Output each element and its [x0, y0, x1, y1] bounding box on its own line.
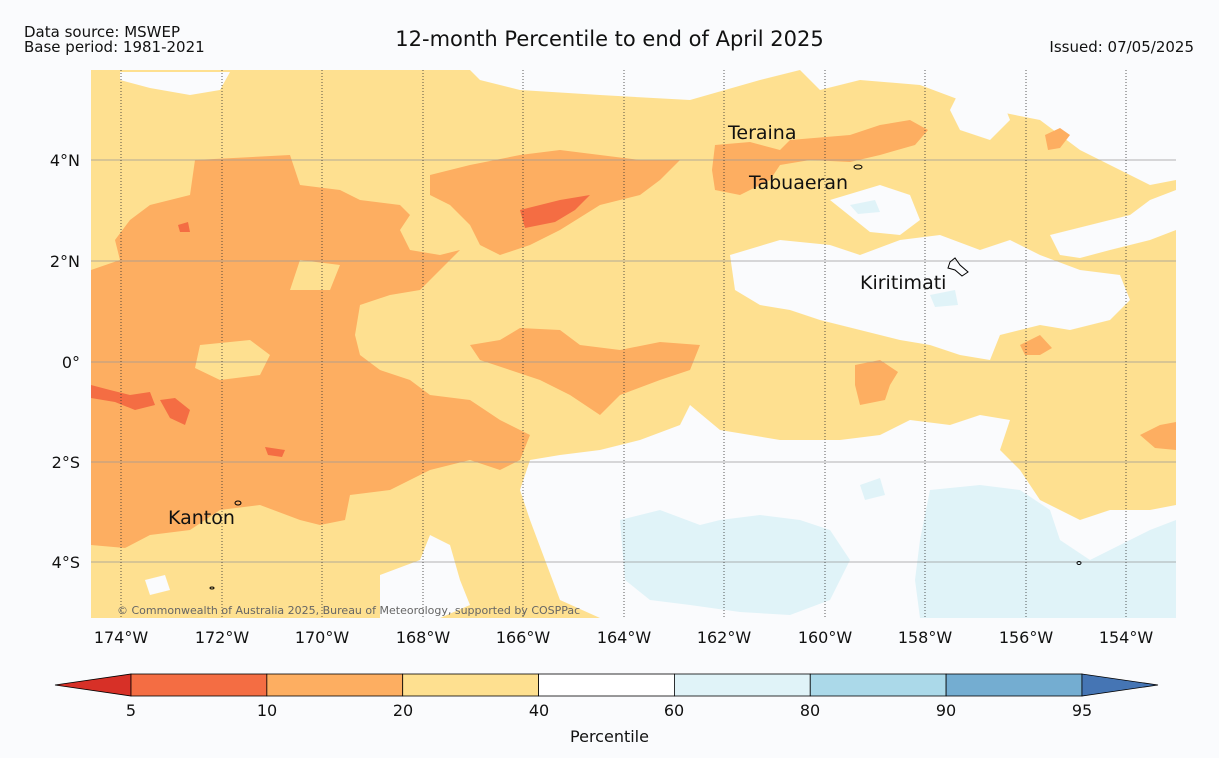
lon-label: 160°W: [797, 628, 853, 647]
island-outlines: [209, 164, 1082, 590]
place-label-kiritimati: Kiritimati: [860, 272, 947, 294]
small-island: [1076, 561, 1082, 565]
lon-label: 164°W: [596, 628, 652, 647]
colorbar-tick-label: 10: [256, 701, 278, 720]
colorbar-segment: [402, 673, 539, 697]
place-label-kanton: Kanton: [168, 507, 235, 529]
lat-label: 4°N: [49, 151, 80, 170]
lat-label: 2°S: [51, 453, 80, 472]
colorbar-title: Percentile: [570, 727, 649, 746]
kanton-island: [234, 500, 242, 506]
lon-label: 168°W: [395, 628, 451, 647]
colorbar-segment: [266, 673, 404, 697]
colorbar-segment: [130, 673, 268, 697]
colorbar-tick-label: 80: [799, 701, 821, 720]
lat-label: 2°N: [49, 252, 80, 271]
tabuaeran-island: [853, 164, 863, 170]
issued-date: Issued: 07/05/2025: [1049, 38, 1194, 56]
colorbar-tick-label: 40: [528, 701, 550, 720]
colorbar-tick-label: 5: [125, 701, 137, 720]
colorbar-segment: [945, 673, 1083, 697]
lon-label: 162°W: [696, 628, 752, 647]
colorbar-extend-low: [54, 673, 132, 697]
colorbar-segment: [809, 673, 947, 697]
lat-label: 0°: [61, 353, 80, 372]
lon-label: 170°W: [294, 628, 350, 647]
lat-gridlines: [91, 159, 1176, 563]
colorbar-segment: [674, 673, 811, 697]
colorbar-tick-label: 20: [392, 701, 414, 720]
lon-label: 158°W: [897, 628, 953, 647]
lon-label: 172°W: [194, 628, 250, 647]
percentile-map: [91, 70, 1176, 618]
map-title: 12-month Percentile to end of April 2025: [395, 27, 824, 51]
lon-gridlines: [120, 70, 1127, 618]
lon-label: 156°W: [998, 628, 1054, 647]
kiritimati-island: [947, 257, 969, 277]
lon-label: 166°W: [495, 628, 551, 647]
colorbar-tick-label: 60: [663, 701, 685, 720]
above-normal-regions: [620, 200, 1176, 618]
lat-label: 4°S: [51, 553, 80, 572]
very-much-below-normal-regions: [91, 195, 590, 457]
colorbar-tick-label: 95: [1071, 701, 1093, 720]
small-island: [209, 586, 215, 590]
data-source-label: Data source: MSWEP: [24, 23, 181, 41]
lon-label: 154°W: [1098, 628, 1154, 647]
place-label-tabuaeran: Tabuaeran: [749, 172, 849, 194]
lon-label: 174°W: [93, 628, 149, 647]
base-period-label: Base period: 1981-2021: [24, 38, 205, 56]
colorbar-extend-high: [1081, 673, 1159, 697]
place-label-teraina: Teraina: [728, 122, 797, 144]
colorbar-segment: [538, 673, 675, 697]
colorbar-tick-label: 90: [935, 701, 957, 720]
copyright-credit: © Commonwealth of Australia 2025, Bureau…: [117, 604, 581, 617]
